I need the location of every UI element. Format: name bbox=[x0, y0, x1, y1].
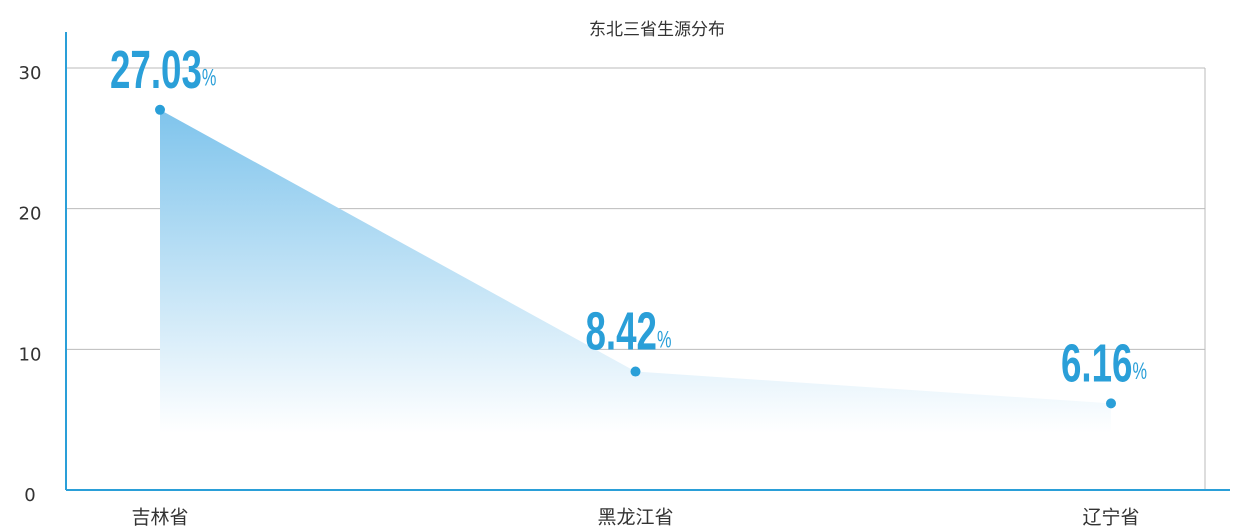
y-tick-label: 20 bbox=[19, 204, 42, 225]
data-label-value: 27.03 bbox=[110, 39, 202, 100]
data-label: 6.16% bbox=[1061, 333, 1147, 394]
y-tick-label: 10 bbox=[19, 344, 42, 365]
x-tick-label: 辽宁省 bbox=[1082, 507, 1139, 529]
point bbox=[1106, 398, 1116, 409]
data-label-text: 8.42% bbox=[586, 301, 672, 362]
data-label-unit: % bbox=[1132, 359, 1147, 386]
y-tick-label: 30 bbox=[19, 63, 42, 84]
point bbox=[630, 366, 641, 377]
x-tick-label: 吉林省 bbox=[131, 507, 188, 529]
area bbox=[160, 109, 1111, 490]
x-tick-label: 黑龙江省 bbox=[597, 507, 673, 529]
data-label-unit: % bbox=[202, 65, 217, 92]
data-label-text: 27.03% bbox=[110, 39, 216, 100]
data-label: 8.42% bbox=[586, 301, 672, 362]
data-label: 27.03% bbox=[110, 39, 216, 100]
chart-title: 东北三省生源分布 bbox=[589, 20, 725, 40]
data-label-value: 6.16 bbox=[1061, 333, 1132, 394]
y-tick-label: 0 bbox=[24, 485, 35, 506]
data-label-unit: % bbox=[657, 327, 672, 354]
point bbox=[155, 104, 165, 115]
data-label-text: 6.16% bbox=[1061, 333, 1147, 394]
data-label-value: 8.42 bbox=[586, 301, 657, 362]
